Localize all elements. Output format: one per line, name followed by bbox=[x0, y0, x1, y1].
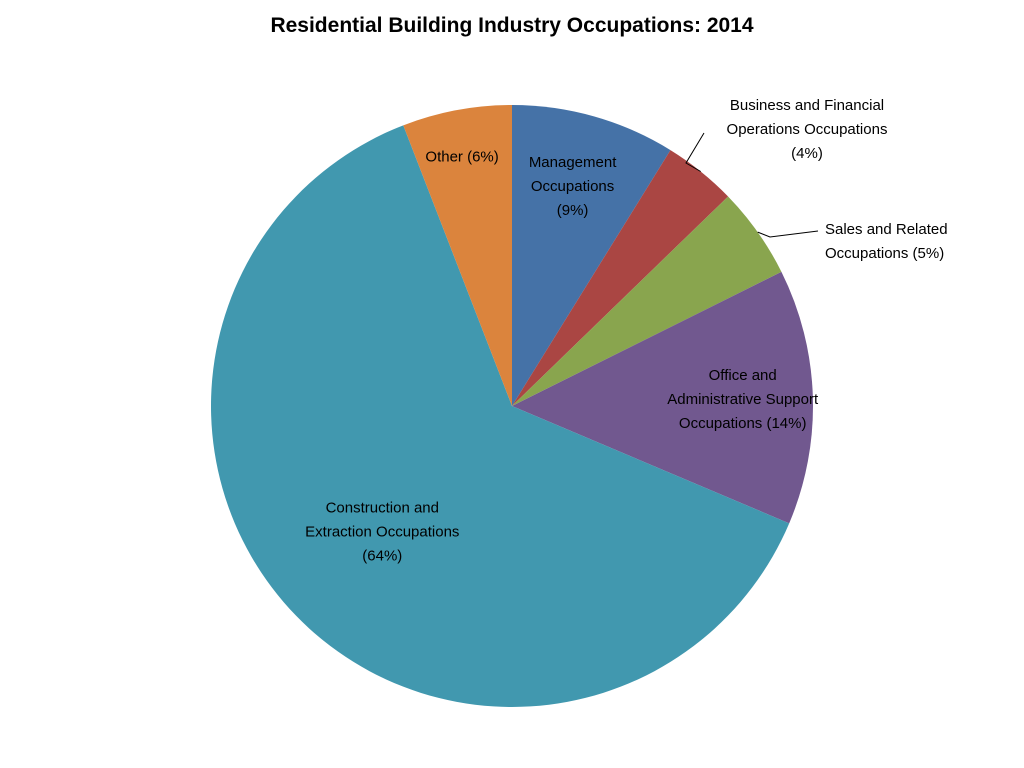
slice-label-line: Occupations bbox=[531, 178, 614, 195]
slice-label-line: Office and bbox=[709, 367, 777, 384]
pie-slice-management-occupations bbox=[512, 105, 671, 406]
slice-label-line: Occupations (14%) bbox=[679, 415, 807, 432]
chart-title: Residential Building Industry Occupation… bbox=[270, 14, 754, 37]
slice-label-line: Administrative Support bbox=[667, 391, 819, 408]
slice-label-line: Occupations (5%) bbox=[825, 245, 944, 262]
slice-label-line: Construction and bbox=[326, 500, 439, 517]
slice-label-construction-and-extraction-occupations: Construction and Extraction Occupations (6… bbox=[305, 500, 459, 565]
leader-line-sales-and-related-occupations bbox=[757, 230, 819, 238]
slice-label-business-and-financial-operations-occupations: Business and Financial Operations Occupat… bbox=[727, 97, 888, 162]
slice-label-line: Extraction Occupations bbox=[305, 524, 459, 541]
slice-label-line: Operations Occupations bbox=[727, 121, 888, 138]
slice-label-line: Sales and Related bbox=[825, 221, 948, 238]
slice-label-sales-and-related-occupations: Sales and Related Occupations (5%) bbox=[825, 221, 948, 262]
slice-label-line: Management bbox=[529, 154, 617, 171]
slice-labels: Management Occupations (9%) Business and Fi… bbox=[305, 97, 947, 565]
slice-label-line: Business and Financial bbox=[730, 97, 884, 114]
leader-line-business-and-financial-operations-occupations bbox=[685, 132, 705, 172]
slice-label-line: (64%) bbox=[362, 548, 402, 565]
slice-label-other: Other (6%) bbox=[425, 148, 498, 165]
slice-label-line: Other (6%) bbox=[425, 148, 498, 165]
pie-slice-other bbox=[403, 105, 512, 406]
slice-label-line: (9%) bbox=[557, 202, 589, 219]
pie-slice-business-and-financial-operations-occupations bbox=[512, 150, 729, 406]
pie-slice-office-and-administrative-support-occupations bbox=[512, 271, 813, 524]
slice-label-line: (4%) bbox=[791, 145, 823, 162]
pie-slice-construction-and-extraction-occupations bbox=[210, 125, 790, 708]
pie-slices bbox=[210, 105, 813, 708]
slice-label-management-occupations: Management Occupations (9%) bbox=[529, 154, 617, 219]
slice-label-office-and-administrative-support-occupations: Office and Administrative Support Occupati… bbox=[667, 367, 819, 432]
pie-slice-sales-and-related-occupations bbox=[512, 196, 782, 406]
leader-lines bbox=[685, 132, 819, 238]
